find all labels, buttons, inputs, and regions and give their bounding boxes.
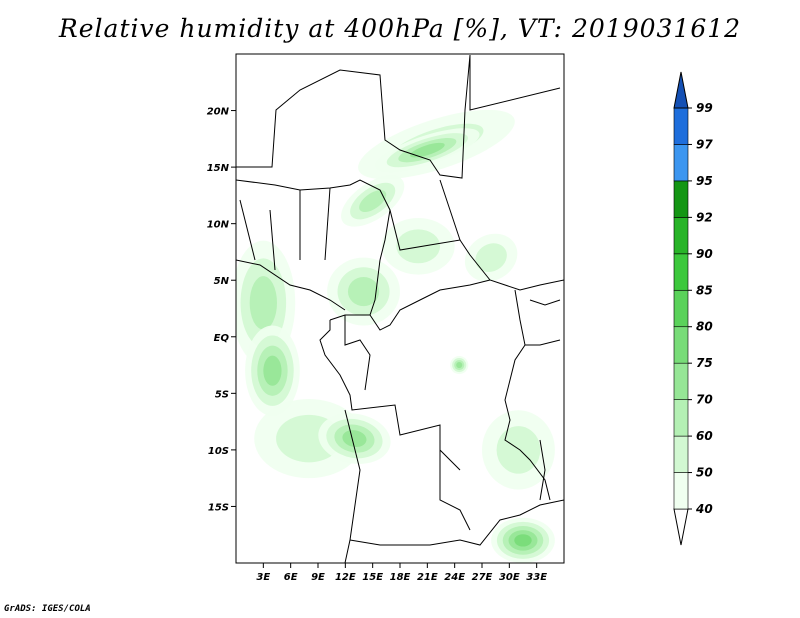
colorbar: 40 50 60 70 75 80 85 90 92 95 97 99 bbox=[673, 71, 713, 546]
colorbar-level-label: 92 bbox=[696, 210, 713, 224]
lat-tick-label: 10N bbox=[207, 220, 230, 231]
colorbar-swatch bbox=[673, 435, 689, 473]
country-borders bbox=[236, 54, 564, 563]
colorbar-level-label: 75 bbox=[696, 356, 713, 370]
humidity-area-13 bbox=[514, 534, 532, 547]
humidity-area-3 bbox=[359, 190, 387, 213]
colorbar-level-label: 60 bbox=[696, 429, 713, 443]
colorbar-level-label: 80 bbox=[696, 320, 713, 334]
humidity-area-11 bbox=[456, 362, 463, 369]
colorbar-swatch bbox=[673, 180, 689, 218]
colorbar-level-label: 40 bbox=[695, 502, 713, 516]
humidity-area-7 bbox=[342, 430, 367, 448]
humidity-area-10 bbox=[475, 243, 507, 272]
lat-tick-label: 5S bbox=[215, 389, 229, 400]
grads-credit: GrADS: IGES/COLA bbox=[4, 604, 91, 614]
colorbar-swatch bbox=[673, 326, 689, 364]
humidity-area-2 bbox=[409, 142, 445, 158]
lat-tick-label: 20N bbox=[207, 107, 230, 118]
lon-tick-label: 3E bbox=[256, 572, 270, 583]
chart-title: Relative humidity at 400hPa [%], VT: 201… bbox=[58, 14, 742, 43]
colorbar-top-arrow bbox=[673, 71, 689, 109]
longitude-axis: 3E 6E 9E 12E 15E 18E 21E 24E 27E 30E 33E bbox=[256, 563, 547, 583]
colorbar-level-label: 95 bbox=[696, 174, 713, 188]
colorbar-swatch bbox=[673, 107, 689, 145]
humidity-area-12 bbox=[496, 426, 541, 474]
humidity-area-5 bbox=[263, 355, 282, 386]
colorbar-swatch bbox=[673, 399, 689, 437]
humidity-area-9 bbox=[396, 229, 441, 264]
colorbar-level-label: 85 bbox=[696, 283, 713, 297]
colorbar-level-label: 97 bbox=[696, 137, 713, 151]
lon-tick-label: 24E bbox=[444, 572, 465, 583]
colorbar-swatch bbox=[673, 472, 689, 510]
humidity-fields bbox=[236, 109, 555, 563]
lon-tick-label: 18E bbox=[390, 572, 411, 583]
lat-tick-label: 10S bbox=[208, 446, 229, 457]
humidity-area-4 bbox=[249, 276, 277, 330]
colorbar-swatch bbox=[673, 289, 689, 328]
lon-tick-label: 6E bbox=[284, 572, 298, 583]
colorbar-level-label: 70 bbox=[696, 393, 713, 407]
lon-tick-label: 33E bbox=[526, 572, 547, 583]
colorbar-bottom-arrow bbox=[673, 508, 689, 546]
colorbar-level-label: 90 bbox=[696, 247, 713, 261]
lon-tick-label: 15E bbox=[362, 572, 383, 583]
lon-tick-label: 12E bbox=[335, 572, 356, 583]
lat-tick-label: 15S bbox=[208, 502, 229, 513]
colorbar-swatch bbox=[673, 362, 689, 400]
colorbar-level-label: 50 bbox=[696, 466, 713, 480]
colorbar-level-label: 99 bbox=[696, 101, 713, 115]
lat-tick-label: 15N bbox=[207, 163, 230, 174]
colorbar-swatch bbox=[673, 144, 689, 182]
lat-tick-label: EQ bbox=[214, 333, 230, 344]
humidity-area-8 bbox=[347, 276, 380, 307]
lon-tick-label: 21E bbox=[417, 572, 438, 583]
lon-tick-label: 9E bbox=[311, 572, 325, 583]
latitude-axis: 20N 15N 10N 5N EQ 5S 10S 15S bbox=[207, 107, 236, 513]
lon-tick-label: 27E bbox=[472, 572, 493, 583]
lon-tick-label: 30E bbox=[499, 572, 520, 583]
colorbar-swatch bbox=[673, 217, 689, 255]
colorbar-swatch bbox=[673, 253, 689, 291]
lat-tick-label: 5N bbox=[214, 276, 230, 287]
